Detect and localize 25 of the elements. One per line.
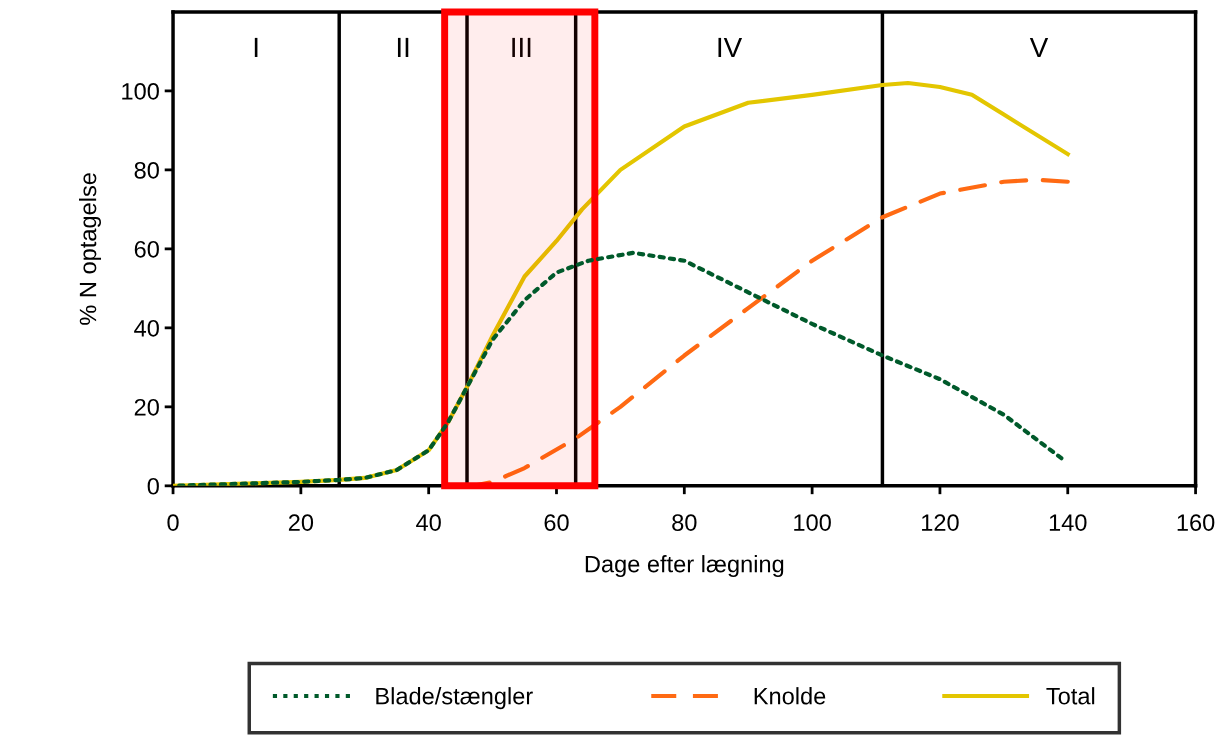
y-tick-label: 20: [134, 398, 159, 416]
x-tick-label: 120: [922, 514, 959, 531]
x-tick-label: 140: [1049, 514, 1087, 531]
y-tick-label: 80: [134, 161, 159, 179]
x-tick-label: 40: [416, 514, 441, 531]
annotation: II: [397, 37, 409, 57]
x-tick-label: 0: [167, 514, 179, 531]
x-tick-label: 20: [288, 514, 314, 531]
y-axis-title: % N optagelse: [79, 173, 102, 325]
y-tick-label: 0: [147, 477, 159, 495]
x-axis-title: Dage efter lægning: [585, 555, 784, 578]
x-tick-label: 160: [1177, 514, 1215, 531]
annotation: V: [1029, 37, 1049, 57]
annotation: IV: [718, 37, 743, 57]
annotation: I: [254, 37, 258, 57]
x-tick-label: 80: [672, 514, 697, 531]
y-tick-label: 40: [134, 319, 159, 337]
x-tick-label: 60: [544, 514, 569, 531]
legend-label: Total: [1046, 687, 1095, 705]
annotation: III: [512, 37, 531, 57]
y-tick-label: 60: [134, 240, 159, 258]
y-tick-label: 100: [122, 82, 159, 100]
legend-label: Blade/stængler: [376, 687, 533, 710]
legend-label: Knolde: [754, 687, 826, 705]
x-tick-label: 100: [794, 514, 831, 531]
